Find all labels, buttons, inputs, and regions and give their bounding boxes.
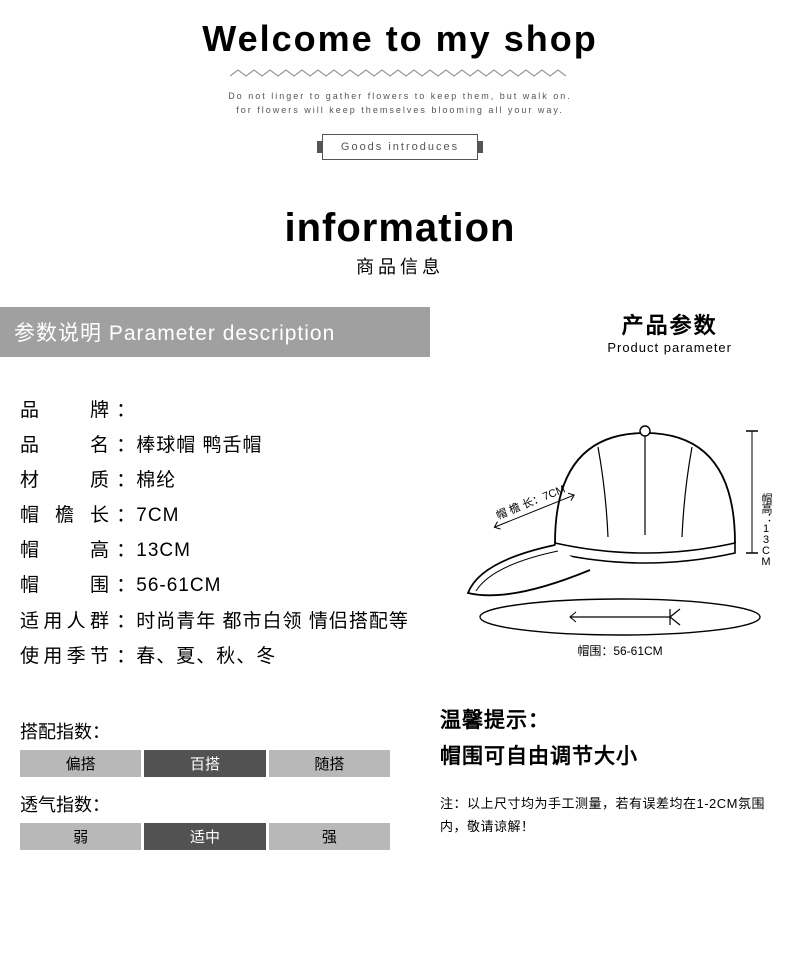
param-desc-en: Parameter description [109, 322, 335, 345]
index-option: 强 [269, 823, 390, 850]
spec-row: 适用人群 ：时尚青年 都市白领 情侣搭配等 [20, 604, 420, 639]
information-heading: information 商品信息 [0, 206, 800, 279]
index-title: 透气指数： [20, 791, 390, 817]
spec-label: 帽 檐 长 [20, 498, 110, 533]
zigzag-divider [230, 68, 570, 78]
spec-row: 帽 檐 长 ：7CM [20, 498, 420, 533]
index-option: 偏搭 [20, 750, 141, 777]
goods-introduces-label: Goods introduces [322, 134, 478, 160]
spec-value: 棒球帽 鸭舌帽 [136, 435, 262, 456]
shop-header: Welcome to my shop Do not linger to gath… [0, 0, 800, 160]
index-option: 弱 [20, 823, 141, 850]
spec-value: 56-61CM [136, 575, 221, 596]
spec-label: 适用人群 [20, 604, 110, 639]
spec-label: 帽 围 [20, 568, 110, 603]
spec-row: 帽 围 ：56-61CM [20, 568, 420, 603]
spec-label: 使用季节 [20, 639, 110, 674]
height-label: 帽高：13CM [760, 492, 773, 566]
tips-title: 温馨提示： [440, 704, 770, 734]
index-option: 随搭 [269, 750, 390, 777]
index-title: 搭配指数： [20, 718, 390, 744]
product-param-en: Product parameter [607, 340, 732, 355]
tips-main: 帽围可自由调节大小 [440, 740, 770, 770]
spec-label: 帽 高 [20, 533, 110, 568]
spec-row: 材 质 ：棉纶 [20, 463, 420, 498]
parameter-description-bar: 参数说明 Parameter description [0, 307, 430, 357]
information-title-cn: 商品信息 [0, 253, 800, 279]
spec-label: 材 质 [20, 463, 110, 498]
tips-note: 注：以上尺寸均为手工测量，若有误差均在1-2CM氛围内，敬请谅解！ [440, 792, 770, 839]
spec-row: 品 牌 ： [20, 393, 420, 428]
spec-value: 时尚青年 都市白领 情侣搭配等 [136, 611, 409, 632]
spec-row: 帽 高 ：13CM [20, 533, 420, 568]
spec-label: 品 名 [20, 428, 110, 463]
circ-label: 帽围：56-61CM [577, 643, 662, 658]
spec-row: 品 名 ：棒球帽 鸭舌帽 [20, 428, 420, 463]
product-param-cn: 产品参数 [607, 308, 732, 340]
index-block: 搭配指数：偏搭百搭随搭透气指数：弱适中强 [0, 718, 390, 864]
spec-list: 品 牌 ：品 名 ：棒球帽 鸭舌帽材 质 ：棉纶帽 檐 长 ：7CM帽 高 ：1… [20, 393, 420, 678]
spec-value: 7CM [136, 505, 179, 526]
param-desc-cn: 参数说明 [14, 322, 102, 345]
spec-value: 棉纶 [136, 470, 176, 491]
index-bar: 偏搭百搭随搭 [20, 750, 390, 777]
spec-label: 品 牌 [20, 393, 110, 428]
hat-diagram: 帽 檐 长：7CM 帽高：13CM 帽围：56-61CM [420, 393, 790, 678]
tagline-line1: Do not linger to gather flowers to keep … [0, 89, 800, 103]
index-option: 适中 [144, 823, 265, 850]
product-parameter-heading: 产品参数 Product parameter [607, 308, 782, 355]
spec-row: 使用季节 ：春、夏、秋、冬 [20, 639, 420, 674]
index-option: 百搭 [144, 750, 265, 777]
information-title-en: information [0, 206, 800, 251]
spec-value: 春、夏、秋、冬 [136, 646, 276, 667]
spec-value: 13CM [136, 540, 191, 561]
tips-block: 温馨提示： 帽围可自由调节大小 注：以上尺寸均为手工测量，若有误差均在1-2CM… [440, 704, 800, 864]
tagline-line2: for flowers will keep themselves bloomin… [0, 103, 800, 117]
welcome-title: Welcome to my shop [0, 18, 800, 60]
index-bar: 弱适中强 [20, 823, 390, 850]
